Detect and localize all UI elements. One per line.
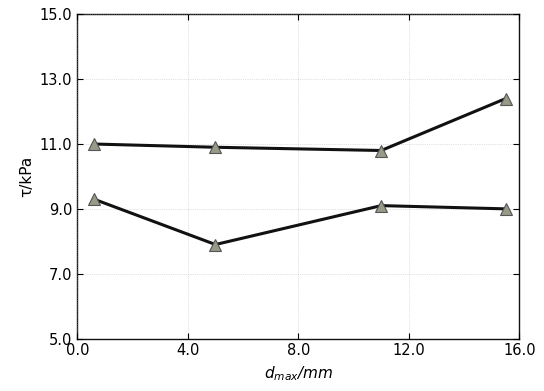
X-axis label: d$_{max}$/mm: d$_{max}$/mm: [264, 364, 333, 383]
Y-axis label: τ/kPa: τ/kPa: [19, 156, 34, 197]
